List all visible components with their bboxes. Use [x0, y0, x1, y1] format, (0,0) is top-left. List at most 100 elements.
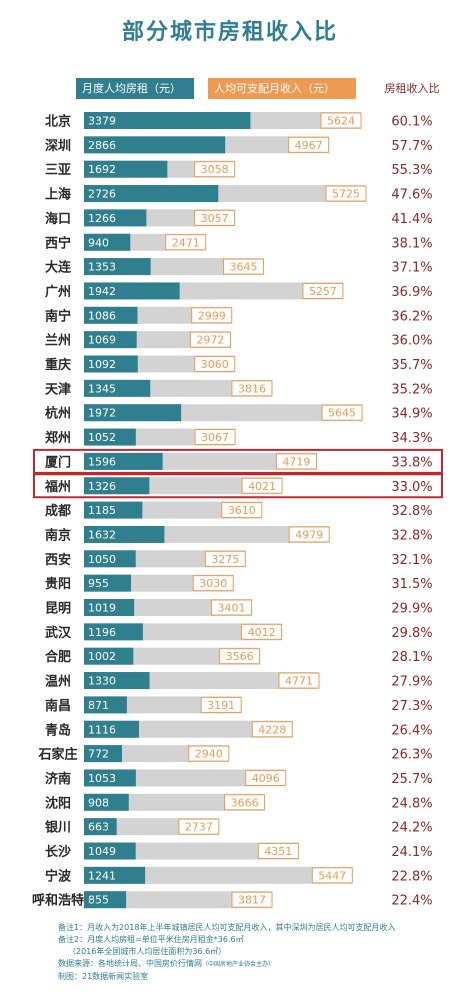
rent-bar	[84, 136, 226, 154]
income-label-box	[200, 696, 242, 713]
rent-value-label: 1086	[88, 309, 116, 322]
income-value-label: 4012	[248, 626, 276, 639]
ratio-value-label: 27.9%	[391, 675, 432, 690]
rent-bar	[84, 160, 168, 178]
ratio-value-label: 29.8%	[391, 626, 432, 641]
ratio-value-label: 32.8%	[391, 504, 432, 519]
ratio-value-label: 32.1%	[391, 553, 432, 568]
rent-value-label: 1052	[88, 431, 116, 444]
income-value-label: 3275	[211, 553, 239, 566]
income-value-label: 4967	[295, 139, 323, 152]
ratio-value-label: 34.9%	[391, 407, 432, 422]
rent-bar	[84, 428, 136, 446]
income-value-label: 2940	[195, 748, 223, 761]
note-3: （2016年全国城市人均居住面积为36.6㎡）	[68, 947, 227, 956]
income-value-label: 3817	[238, 894, 266, 907]
city-label: 武汉	[45, 625, 72, 641]
city-label: 杭州	[45, 406, 71, 422]
city-label: 南宁	[45, 308, 71, 324]
ratio-value-label: 22.4%	[391, 894, 432, 909]
income-label-box	[194, 356, 236, 372]
city-label: 长沙	[45, 844, 71, 860]
ratio-value-label: 35.7%	[391, 358, 432, 373]
rent-value-label: 871	[88, 699, 109, 712]
ratio-value-label: 55.3%	[391, 163, 432, 178]
bar-chart: 北京 3379 5624 60.1% 深圳 2866 4967 57.7% 三亚 1692 3058…	[32, 112, 443, 909]
chart-title: 部分城市房租收入比	[121, 20, 338, 45]
note-2: 备注2：月度人均房租=单位平米住房月租金*36.6㎡	[58, 935, 244, 944]
rent-value-label: 1326	[88, 480, 116, 493]
income-label-box	[288, 526, 330, 543]
rent-bar	[84, 306, 138, 324]
city-label: 沈阳	[45, 795, 71, 811]
income-value-label: 4719	[282, 455, 310, 468]
income-label-box	[219, 648, 261, 665]
ratio-value-label: 24.1%	[391, 845, 432, 860]
income-value-label: 5725	[332, 188, 360, 201]
income-label-box	[320, 112, 362, 129]
ratio-value-label: 41.4%	[391, 212, 432, 227]
rent-bar	[84, 672, 150, 690]
rent-value-label: 2726	[88, 188, 116, 201]
income-label-box	[189, 331, 231, 348]
highlight-frame	[33, 473, 443, 499]
income-label-box	[245, 769, 287, 786]
rent-value-label: 955	[88, 577, 109, 590]
income-value-label: 4228	[258, 723, 286, 736]
income-label-box	[194, 161, 236, 178]
income-label-box	[192, 575, 234, 592]
income-label-box	[241, 623, 283, 640]
income-value-label: 3816	[238, 382, 266, 395]
income-value-label: 4096	[252, 772, 280, 785]
income-value-label: 3191	[207, 699, 235, 712]
income-label-box	[211, 599, 253, 616]
ratio-value-label: 26.4%	[391, 723, 432, 738]
city-label: 昆明	[45, 601, 71, 617]
rent-bar	[84, 745, 123, 763]
city-label: 石家庄	[37, 747, 77, 763]
rent-bar	[84, 769, 136, 787]
rent-value-label: 1972	[88, 407, 116, 420]
rent-value-label: 1596	[88, 455, 116, 468]
ratio-value-label: 47.6%	[391, 188, 432, 203]
note-credit: 制图：21数据新闻实验室	[58, 972, 149, 981]
rent-bar	[84, 525, 165, 543]
ratio-value-label: 27.3%	[391, 699, 432, 714]
rent-value-label: 1092	[88, 358, 116, 371]
rent-bar	[84, 842, 136, 860]
ratio-value-label: 28.1%	[391, 650, 432, 665]
ratio-value-label: 36.9%	[391, 285, 432, 300]
rent-value-label: 855	[88, 894, 109, 907]
ratio-value-label: 60.1%	[391, 115, 432, 130]
income-value-label: 3060	[201, 358, 229, 371]
city-label: 海口	[45, 211, 71, 227]
rent-bar	[84, 696, 127, 714]
income-label-box	[194, 209, 236, 226]
rent-value-label: 1353	[88, 261, 116, 274]
chart-notes: 备注1：月收入为2018年上半年城镇居民人均可支配月收入，其中深圳为居民人均可支…	[58, 922, 454, 983]
rent-bar	[84, 112, 251, 129]
ratio-value-label: 24.8%	[391, 796, 432, 811]
income-value-label: 5447	[318, 869, 346, 882]
rent-value-label: 1196	[88, 626, 116, 639]
rent-value-label: 1330	[88, 675, 116, 688]
rent-bar	[84, 866, 146, 884]
city-label: 北京	[45, 114, 71, 130]
income-label-box	[302, 282, 344, 299]
income-label-box	[191, 307, 233, 324]
rent-bar	[84, 331, 137, 349]
income-value-label: 3566	[226, 650, 254, 663]
rent-bar	[84, 891, 127, 909]
rent-bar	[84, 550, 136, 568]
ratio-value-label: 34.3%	[391, 431, 432, 446]
ratio-value-label: 33.0%	[391, 480, 432, 495]
rent-value-label: 1241	[88, 869, 116, 882]
income-label-box	[178, 818, 220, 835]
ratio-value-label: 57.7%	[391, 139, 432, 154]
city-label: 西宁	[45, 235, 71, 251]
rent-bar	[84, 404, 182, 422]
city-label: 青岛	[45, 722, 71, 738]
note-source-small: （中国房地产业协会主办）	[202, 961, 275, 968]
city-label: 上海	[45, 187, 71, 203]
rent-bar	[84, 501, 143, 519]
